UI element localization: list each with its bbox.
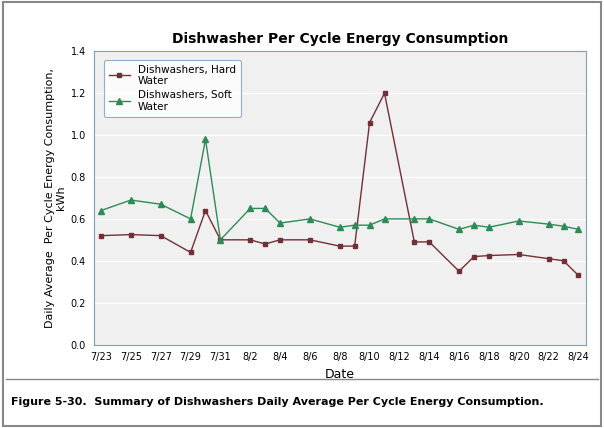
Dishwashers, Hard
Water	[202, 208, 209, 213]
Dishwashers, Soft
Water	[426, 216, 433, 221]
Dishwashers, Soft
Water	[277, 220, 284, 226]
Dishwashers, Hard
Water	[277, 237, 284, 242]
Dishwashers, Soft
Water	[157, 202, 164, 207]
Dishwashers, Hard
Water	[411, 239, 418, 244]
Line: Dishwashers, Soft
Water: Dishwashers, Soft Water	[98, 136, 582, 243]
Dishwashers, Hard
Water	[515, 252, 522, 257]
Dishwashers, Hard
Water	[545, 256, 552, 261]
Dishwashers, Soft
Water	[485, 225, 492, 230]
Legend: Dishwashers, Hard
Water, Dishwashers, Soft
Water: Dishwashers, Hard Water, Dishwashers, So…	[104, 59, 242, 117]
Dishwashers, Hard
Water	[246, 237, 254, 242]
Dishwashers, Soft
Water	[351, 223, 358, 228]
Dishwashers, Soft
Water	[202, 137, 209, 142]
Dishwashers, Hard
Water	[217, 237, 224, 242]
Dishwashers, Hard
Water	[157, 233, 164, 238]
Dishwashers, Hard
Water	[306, 237, 313, 242]
Title: Dishwasher Per Cycle Energy Consumption: Dishwasher Per Cycle Energy Consumption	[172, 32, 508, 46]
Dishwashers, Soft
Water	[471, 223, 478, 228]
Dishwashers, Soft
Water	[97, 208, 104, 213]
Dishwashers, Soft
Water	[217, 237, 224, 242]
Dishwashers, Hard
Water	[560, 258, 567, 263]
Dishwashers, Soft
Water	[187, 216, 194, 221]
Dishwashers, Soft
Water	[455, 227, 463, 232]
Dishwashers, Hard
Water	[575, 273, 582, 278]
Dishwashers, Soft
Water	[306, 216, 313, 221]
Dishwashers, Hard
Water	[426, 239, 433, 244]
Dishwashers, Soft
Water	[366, 223, 373, 228]
Line: Dishwashers, Hard
Water: Dishwashers, Hard Water	[98, 91, 581, 278]
Dishwashers, Hard
Water	[262, 241, 269, 247]
Dishwashers, Soft
Water	[381, 216, 388, 221]
Dishwashers, Hard
Water	[455, 269, 463, 274]
Dishwashers, Hard
Water	[127, 232, 135, 237]
Dishwashers, Hard
Water	[471, 254, 478, 259]
Dishwashers, Hard
Water	[366, 120, 373, 125]
Text: Figure 5-30.  Summary of Dishwashers Daily Average Per Cycle Energy Consumption.: Figure 5-30. Summary of Dishwashers Dail…	[11, 397, 544, 407]
Dishwashers, Hard
Water	[381, 91, 388, 96]
Y-axis label: Daily Average  Per Cycle Energy Consumption,
kWh: Daily Average Per Cycle Energy Consumpti…	[45, 68, 66, 328]
Dishwashers, Hard
Water	[187, 250, 194, 255]
Dishwashers, Soft
Water	[262, 206, 269, 211]
Dishwashers, Hard
Water	[485, 253, 492, 258]
Dishwashers, Soft
Water	[127, 197, 135, 202]
Dishwashers, Soft
Water	[515, 218, 522, 223]
Dishwashers, Soft
Water	[411, 216, 418, 221]
Dishwashers, Soft
Water	[246, 206, 254, 211]
Dishwashers, Soft
Water	[336, 225, 343, 230]
Dishwashers, Soft
Water	[545, 222, 552, 227]
Dishwashers, Soft
Water	[560, 224, 567, 229]
Dishwashers, Hard
Water	[97, 233, 104, 238]
Dishwashers, Hard
Water	[336, 244, 343, 249]
Dishwashers, Soft
Water	[575, 227, 582, 232]
X-axis label: Date: Date	[325, 368, 355, 381]
Dishwashers, Hard
Water	[351, 244, 358, 249]
